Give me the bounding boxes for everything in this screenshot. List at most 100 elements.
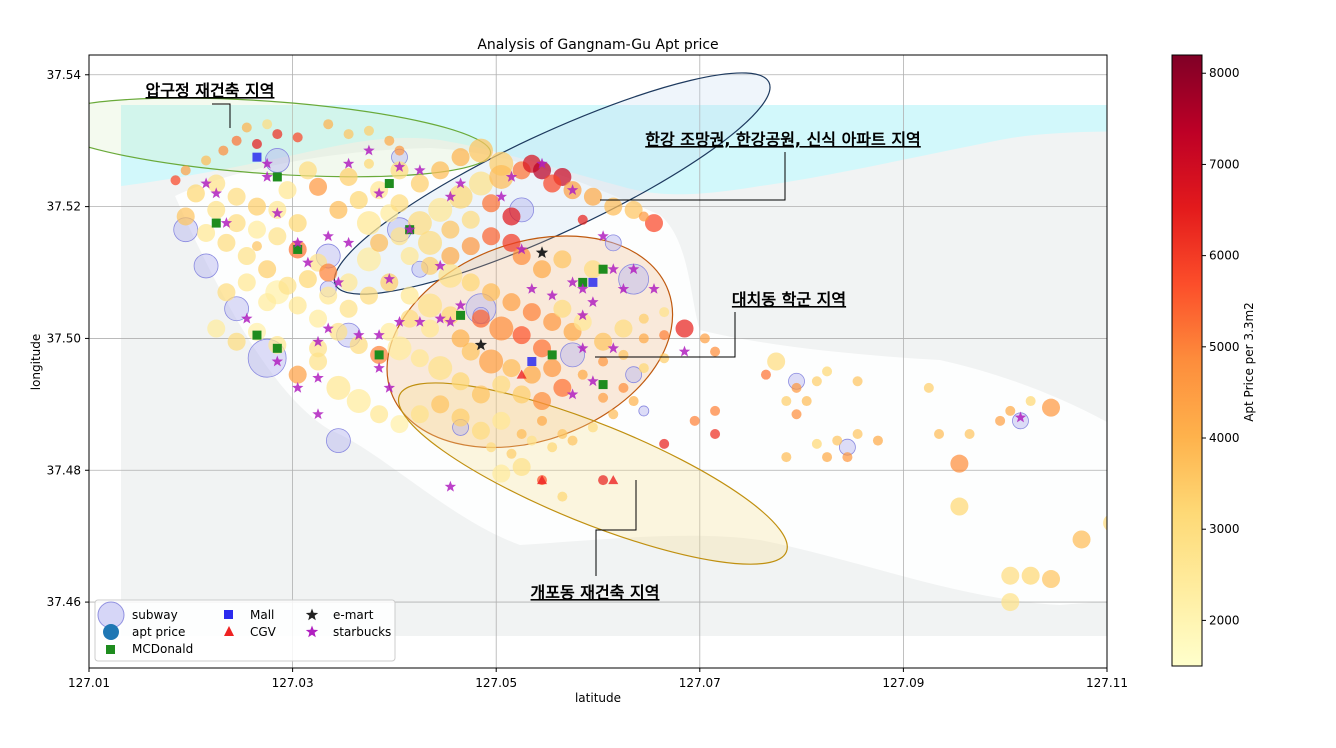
starbucks-marker (505, 170, 518, 182)
apt-price-marker (468, 138, 493, 163)
y-axis-label: longitude (29, 334, 43, 391)
subway-marker (604, 234, 622, 252)
apt-price-marker (502, 207, 521, 226)
apt-price-marker (482, 194, 501, 213)
y-tick-label: 37.48 (47, 463, 81, 477)
apt-price-marker (624, 200, 643, 219)
apt-price-marker (675, 319, 694, 338)
apt-price-marker (346, 389, 371, 414)
colorbar-tick-label: 8000 (1209, 66, 1240, 80)
apt-price-marker (543, 359, 562, 378)
legend-cgv-label: CGV (250, 625, 277, 639)
subway-marker (326, 428, 351, 453)
annotation-daechi-text: 대치동 학군 지역 (732, 290, 846, 309)
mall-marker (252, 152, 262, 162)
apt-price-marker (421, 256, 440, 275)
apt-price-marker (431, 395, 450, 414)
apt-price-marker (522, 303, 541, 322)
annotation-hangang-text: 한강 조망권, 한강공원, 신식 아파트 지역 (645, 130, 921, 149)
mcdonald-marker (272, 172, 282, 182)
apt-price-marker (227, 332, 246, 351)
legend-mall-label: Mall (250, 608, 274, 622)
apt-price-marker (390, 415, 409, 434)
mall-marker (527, 357, 537, 366)
apt-price-marker (288, 365, 307, 384)
apt-price-marker (323, 119, 334, 130)
apt-price-marker (359, 286, 378, 305)
apt-price-marker (516, 429, 527, 440)
starbucks-marker (393, 316, 406, 327)
apt-price-marker (583, 260, 602, 279)
apt-price-marker (710, 429, 721, 440)
legend-box (94, 599, 396, 662)
apt-price-marker (598, 475, 609, 486)
apt-price-marker (356, 211, 381, 236)
apt-price-marker (410, 349, 429, 368)
apt-price-marker (618, 349, 629, 360)
x-tick-label: 127.01 (68, 676, 110, 690)
apt-price-marker (1021, 566, 1040, 585)
apt-price-marker (506, 448, 517, 459)
starbucks-marker (566, 388, 579, 400)
starbucks-marker (312, 408, 324, 420)
apt-price-marker (1025, 396, 1036, 407)
apt-price-marker (822, 452, 833, 463)
apt-price-marker (468, 171, 493, 196)
apt-price-marker (418, 293, 443, 318)
apt-price-marker (390, 194, 409, 213)
y-tick-label: 37.50 (47, 331, 81, 345)
apt-price-marker (441, 220, 460, 239)
apt-price-marker (237, 273, 256, 292)
apt-price-marker (689, 415, 700, 426)
mcdonald-marker (578, 277, 588, 287)
starbucks-marker (627, 263, 640, 275)
plot-layer (89, 55, 1107, 668)
apt-price-marker (598, 392, 609, 403)
mcdonald-marker (272, 343, 282, 353)
apt-price-marker (384, 135, 395, 146)
apt-price-marker (451, 408, 470, 427)
annotation-gaepo: 개포동 재건축 지역 (531, 480, 659, 602)
starbucks-marker (414, 316, 426, 327)
apt-price-marker (278, 276, 297, 295)
legend-cgv-marker (224, 626, 234, 636)
apt-price-marker (644, 214, 663, 233)
apt-price-marker (934, 429, 945, 440)
apt-price-marker (309, 309, 328, 328)
apt-price-marker (461, 273, 480, 292)
legend-mcdonald-label: MCDonald (132, 642, 193, 656)
starbucks-marker (271, 355, 283, 367)
starbucks-marker (577, 283, 589, 294)
starbucks-marker (342, 236, 355, 248)
apt-price-marker (502, 293, 521, 312)
apt-price-marker (400, 309, 419, 328)
apt-price-marker (791, 409, 802, 420)
apt-price-marker (614, 319, 633, 338)
cgv-marker (537, 475, 548, 485)
mcdonald-marker (374, 350, 384, 360)
starbucks-marker (322, 322, 334, 334)
apt-price-marker (852, 376, 863, 387)
apt-price-marker (489, 164, 514, 189)
legend-item-cgv: CGV (224, 625, 277, 639)
apt-price-marker (363, 125, 374, 136)
apt-price-marker (207, 200, 226, 219)
apt-price-marker (482, 227, 501, 246)
apt-price-marker (217, 283, 236, 302)
starbucks-marker (597, 230, 609, 242)
apt-price-marker (767, 352, 786, 371)
starbucks-marker (566, 184, 579, 195)
y-axis-ticks: 37.46 37.48 37.50 37.52 37.54 (47, 68, 89, 609)
apt-price-marker (343, 129, 354, 140)
apt-price-marker (604, 197, 623, 216)
grid-lines (89, 55, 1107, 668)
legend-apt-price-marker (103, 624, 119, 640)
starbucks-marker (434, 312, 446, 324)
apt-price-marker (262, 119, 273, 130)
apt-price-marker (964, 429, 975, 440)
apt-price-marker (410, 174, 429, 193)
apt-price-marker (428, 197, 453, 222)
apt-price-marker (811, 438, 822, 449)
e-mart-marker (474, 338, 488, 351)
